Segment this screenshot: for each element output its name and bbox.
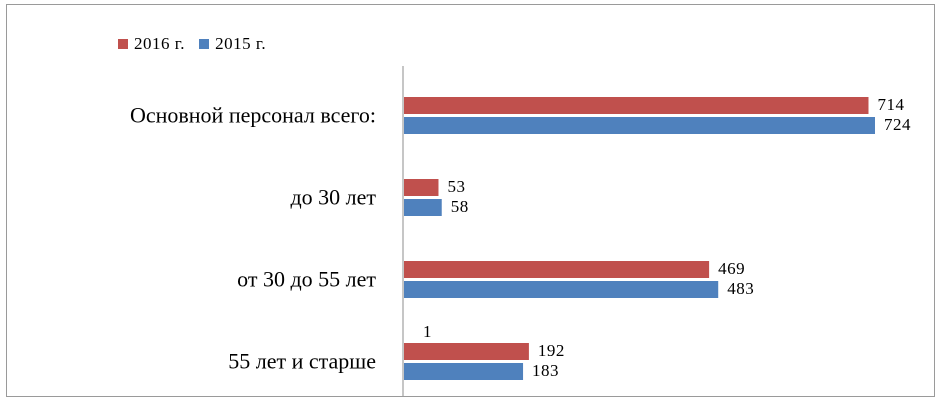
bar-2015	[404, 199, 442, 216]
category-label: Основной персонал всего:	[130, 103, 376, 128]
category-label: 55 лет и старше	[228, 349, 376, 374]
legend-label-2016: 2016 г.	[134, 34, 186, 53]
data-label-2016: 192	[538, 341, 565, 360]
data-label-2016: 469	[718, 259, 745, 278]
data-label-2015: 183	[532, 361, 559, 380]
category-label: до 30 лет	[290, 185, 376, 210]
bar-2015	[404, 363, 524, 380]
bar-2016	[404, 97, 869, 114]
data-label-2015: 58	[451, 197, 469, 216]
bar-2016	[404, 261, 710, 278]
data-label-2015: 483	[727, 279, 754, 298]
bar-2015	[404, 117, 875, 134]
legend-item-2015: 2015 г.	[199, 34, 266, 54]
chart-frame	[6, 4, 935, 397]
legend-swatch-2016	[118, 39, 128, 49]
bar-2016	[404, 179, 439, 196]
legend-swatch-2015	[199, 39, 210, 49]
category-label: от 30 до 55 лет	[237, 267, 376, 292]
legend-label-2015: 2015 г.	[215, 34, 267, 53]
legend-item-2016: 2016 г.	[118, 34, 185, 54]
data-label-2016: 53	[447, 177, 465, 196]
data-label-2015: 724	[884, 115, 911, 134]
data-label-2016: 714	[877, 95, 904, 114]
annotation-label: 1	[423, 322, 432, 341]
bar-2015	[404, 281, 719, 298]
bar-2016	[404, 343, 529, 360]
legend: 2016 г. 2015 г.	[118, 34, 280, 54]
